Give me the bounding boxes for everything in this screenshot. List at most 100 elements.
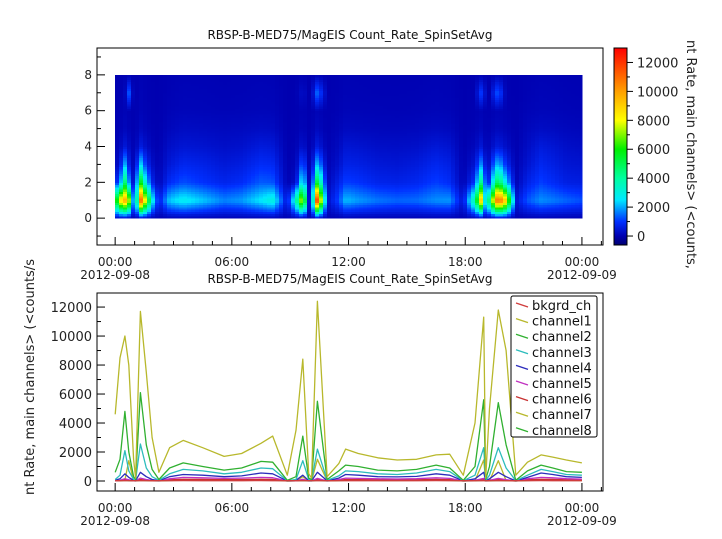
heatmap-cell [135, 191, 140, 195]
heatmap-cell [299, 157, 304, 161]
heatmap-cell [347, 77, 352, 80]
heatmap-cell [343, 206, 348, 210]
heatmap-cell [347, 126, 352, 130]
heatmap-cell [327, 204, 332, 208]
heatmap-cell [407, 197, 412, 201]
heatmap-cell [147, 137, 152, 141]
heatmap-cell [335, 97, 340, 100]
heatmap-cell [415, 112, 420, 116]
heatmap-cell [403, 177, 408, 181]
heatmap-cell [267, 142, 272, 145]
heatmap-cell [411, 157, 416, 161]
heatmap-cell [291, 135, 296, 139]
heatmap-cell [143, 119, 148, 123]
heatmap-cell [335, 213, 340, 217]
heatmap-cell [407, 95, 412, 98]
heatmap-cell [351, 135, 356, 139]
heatmap-cell [271, 177, 276, 181]
heatmap-cell [335, 211, 340, 215]
heatmap-cell [255, 103, 260, 107]
heatmap-cell [263, 95, 268, 98]
heatmap-cell [127, 157, 132, 161]
heatmap-cell [335, 95, 340, 98]
heatmap-cell [307, 195, 312, 199]
heatmap-cell [179, 115, 184, 118]
heatmap-cell [231, 81, 236, 85]
heatmap-cell [119, 159, 124, 163]
heatmap-cell [223, 77, 228, 80]
heatmap-cell [171, 83, 176, 87]
heatmap-cell [395, 209, 400, 212]
heatmap-cell [247, 92, 252, 96]
heatmap-cell [291, 77, 296, 80]
heatmap-cell [147, 90, 152, 94]
heatmap-cell [207, 202, 212, 206]
heatmap-cell [235, 92, 240, 96]
heatmap-cell [191, 128, 196, 132]
heatmap-cell [311, 92, 316, 96]
heatmap-cell [243, 108, 248, 112]
heatmap-cell [311, 195, 316, 199]
heatmap-cell [419, 95, 424, 98]
heatmap-cell [191, 168, 196, 172]
heatmap-cell [351, 173, 356, 177]
heatmap-cell [115, 202, 120, 206]
heatmap-cell [255, 148, 260, 152]
heatmap-cell [283, 171, 288, 174]
heatmap-cell [387, 135, 392, 139]
heatmap-cell [403, 115, 408, 118]
heatmap-cell [199, 209, 204, 212]
heatmap-cell [351, 200, 356, 203]
heatmap-cell [275, 164, 280, 168]
heatmap-cell [131, 204, 136, 208]
heatmap-cell [155, 209, 160, 212]
heatmap-cell [239, 204, 244, 208]
heatmap-cell [399, 157, 404, 161]
heatmap-cell [183, 90, 188, 94]
heatmap-cell [351, 182, 356, 186]
heatmap-cell [275, 79, 280, 83]
heatmap-cell [323, 90, 328, 94]
heatmap-cell [363, 148, 368, 152]
heatmap-cell [135, 99, 140, 103]
heatmap-cell [135, 90, 140, 94]
heatmap-cell [403, 88, 408, 92]
heatmap-cell [379, 88, 384, 92]
heatmap-cell [331, 148, 336, 152]
heatmap-cell [119, 197, 124, 201]
heatmap-cell [223, 189, 228, 192]
heatmap-cell [199, 99, 204, 103]
heatmap-cell [271, 200, 276, 203]
heatmap-cell [175, 150, 180, 154]
heatmap-cell [247, 139, 252, 143]
heatmap-cell [231, 215, 236, 219]
heatmap-cell [179, 189, 184, 192]
heatmap-cell [383, 177, 388, 181]
heatmap-cell [287, 215, 292, 219]
heatmap-cell [263, 215, 268, 219]
heatmap-cell [323, 81, 328, 85]
heatmap-cell [347, 150, 352, 154]
heatmap-cell [175, 88, 180, 92]
heatmap-cell [159, 77, 164, 80]
heatmap-cell [351, 166, 356, 170]
heatmap-cell [343, 155, 348, 159]
heatmap-cell [375, 200, 380, 203]
heatmap-cell [187, 110, 192, 114]
heatmap-cell [283, 115, 288, 118]
heatmap-cell [187, 186, 192, 190]
heatmap-cell [187, 166, 192, 170]
heatmap-cell [231, 162, 236, 165]
heatmap-cell [215, 146, 220, 150]
heatmap-cell [415, 164, 420, 168]
heatmap-cell [307, 186, 312, 190]
heatmap-cell [255, 155, 260, 159]
heatmap-cell [195, 191, 200, 195]
heatmap-cell [387, 106, 392, 109]
heatmap-cell [271, 155, 276, 159]
heatmap-cell [411, 137, 416, 141]
heatmap-cell [123, 166, 128, 170]
heatmap-cell [379, 128, 384, 132]
heatmap-cell [159, 106, 164, 109]
heatmap-cell [347, 166, 352, 170]
